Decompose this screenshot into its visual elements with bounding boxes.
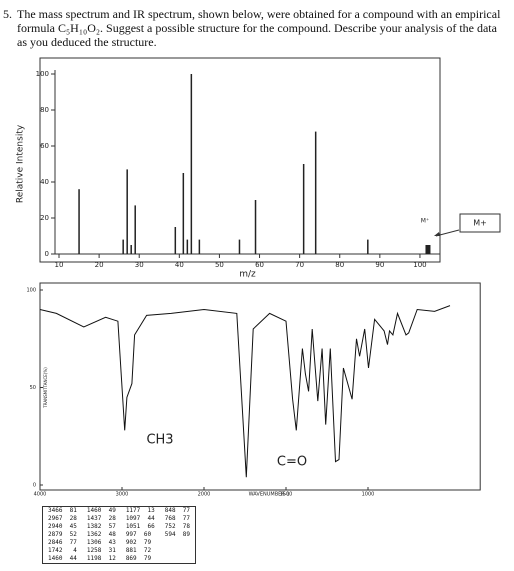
y-tick-label: 0 bbox=[33, 483, 36, 489]
peak bbox=[314, 131, 317, 254]
frame bbox=[39, 57, 441, 263]
peak-cell: 1742 4 bbox=[48, 547, 77, 554]
y-tick-label: 80 bbox=[40, 106, 49, 114]
peak-row: 1460 44 1198 12 869 79 bbox=[43, 555, 196, 564]
peak-cell: 1306 43 bbox=[86, 539, 116, 546]
peak bbox=[134, 205, 136, 254]
x-tick-label: 1000 bbox=[362, 492, 375, 498]
peak-cell: 3466 81 bbox=[48, 507, 77, 514]
peak bbox=[126, 169, 128, 254]
x-tick-label: 1500 bbox=[280, 492, 293, 498]
x-axis-label: m/z bbox=[239, 270, 256, 280]
peak-cell: 2846 77 bbox=[48, 539, 77, 546]
y-tick-label: 100 bbox=[26, 288, 36, 294]
peak-row: 1742 4 1258 31 881 72 bbox=[43, 547, 196, 555]
annotation-box bbox=[459, 213, 501, 233]
peak-row: 2967 28 1437 28 1097 44 768 77 bbox=[43, 515, 196, 523]
spectrum-line bbox=[39, 305, 451, 478]
peak-row: 2879 52 1362 48 997 60 594 89 bbox=[43, 531, 196, 539]
peak bbox=[174, 227, 177, 254]
x-tick-label: 100 bbox=[413, 261, 426, 269]
peak-row: 3466 81 1460 49 1177 13 848 77 bbox=[43, 507, 196, 516]
y-tick-label: 50 bbox=[30, 385, 36, 391]
peak-cell: 869 79 bbox=[125, 555, 152, 562]
question: 5. The mass spectrum and IR spectrum, sho… bbox=[3, 7, 508, 49]
peak bbox=[367, 239, 369, 254]
annotation: CH3 bbox=[146, 433, 173, 448]
x-tick-label: 80 bbox=[335, 261, 344, 269]
y-axis-label: Relative Intensity bbox=[16, 124, 26, 203]
peak bbox=[182, 173, 185, 254]
annotation: M⁺ bbox=[421, 218, 429, 225]
arrow bbox=[435, 229, 460, 237]
arrow-head bbox=[433, 232, 440, 236]
x-tick-label: 4000 bbox=[34, 492, 47, 498]
x-tick-label: 30 bbox=[135, 261, 144, 269]
x-tick-label: 3000 bbox=[116, 492, 129, 498]
peak-cell: 2879 52 bbox=[48, 531, 77, 538]
peak-table: 3466 81 1460 49 1177 13 848 77 2967 28 1437 2… bbox=[42, 506, 197, 564]
x-tick-label: 2000 bbox=[198, 492, 211, 498]
x-tick-label: 40 bbox=[175, 261, 184, 269]
question-number: 5. bbox=[3, 7, 12, 21]
y-axis-label: TRANSMITTANCE(%) bbox=[43, 367, 48, 409]
peak-cell: 881 72 bbox=[125, 547, 152, 554]
y-tick-label: 0 bbox=[45, 250, 49, 258]
peak-row: 2846 77 1306 43 902 79 bbox=[43, 539, 196, 547]
peak-cell: 1460 49 bbox=[86, 507, 116, 514]
peak-cell: 997 60 bbox=[125, 531, 152, 538]
peak-cell: 2940 45 bbox=[48, 523, 77, 530]
peak-cell: 1258 31 bbox=[86, 547, 116, 554]
peak-cell: 752 78 bbox=[164, 523, 191, 530]
peak-cell: 902 79 bbox=[125, 539, 152, 546]
x-tick-label: 90 bbox=[375, 261, 384, 269]
peak bbox=[122, 239, 124, 254]
peak-cell: 768 77 bbox=[164, 515, 191, 522]
peak bbox=[186, 239, 189, 254]
peak-cell: 1097 44 bbox=[125, 515, 155, 522]
peak bbox=[254, 200, 257, 254]
peak bbox=[425, 245, 431, 254]
peak-cell: 1382 57 bbox=[86, 523, 116, 530]
x-tick-label: 60 bbox=[255, 261, 264, 269]
peak-cell: 1437 28 bbox=[86, 515, 116, 522]
annotation: M+ bbox=[473, 219, 487, 228]
y-tick-label: 40 bbox=[40, 178, 49, 186]
x-tick-label: 20 bbox=[95, 261, 104, 269]
y-tick-label: 20 bbox=[40, 214, 49, 222]
peak-cell: 2967 28 bbox=[48, 515, 77, 522]
y-tick-label: 100 bbox=[36, 70, 49, 78]
peak-row: 2940 45 1382 57 1051 66 752 78 bbox=[43, 523, 196, 531]
frame bbox=[39, 282, 481, 491]
peak bbox=[78, 189, 80, 254]
peak bbox=[302, 164, 305, 254]
question-text: The mass spectrum and IR spectrum, shown… bbox=[17, 7, 501, 49]
x-axis-label: WAVENUMBER-1 bbox=[249, 492, 290, 498]
peak-cell: 1460 44 bbox=[48, 555, 77, 562]
peak-cell: 1362 48 bbox=[86, 531, 116, 538]
peak bbox=[130, 245, 132, 254]
x-tick-label: 10 bbox=[55, 261, 64, 269]
peak bbox=[190, 74, 193, 254]
y-tick-label: 60 bbox=[40, 142, 49, 150]
x-tick-label: 50 bbox=[215, 261, 224, 269]
annotation: C=O bbox=[277, 455, 307, 470]
peak-cell: 1198 12 bbox=[86, 555, 116, 562]
peak bbox=[198, 239, 201, 254]
peak-cell: 848 77 bbox=[164, 507, 191, 514]
peak-cell: 594 89 bbox=[164, 531, 191, 538]
x-tick-label: 70 bbox=[295, 261, 304, 269]
peak-cell: 1177 13 bbox=[125, 507, 155, 514]
peak-cell: 1051 66 bbox=[125, 523, 155, 530]
peak bbox=[238, 239, 241, 254]
